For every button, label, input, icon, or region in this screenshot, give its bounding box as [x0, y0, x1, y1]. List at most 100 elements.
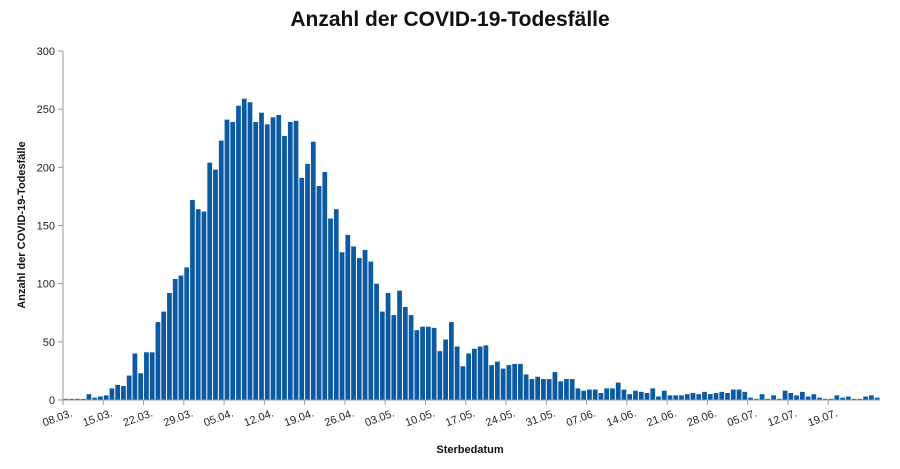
bar — [184, 267, 190, 400]
bar — [707, 394, 713, 400]
bar — [293, 120, 299, 401]
bar — [552, 372, 558, 400]
bar — [379, 311, 385, 400]
bar — [356, 258, 362, 400]
bar — [604, 388, 610, 400]
x-tick-label: 05.07. — [726, 408, 759, 430]
bar — [564, 379, 569, 400]
bar — [696, 394, 702, 400]
bar — [535, 376, 541, 400]
bar — [650, 388, 656, 400]
bar — [138, 373, 144, 400]
bar — [483, 345, 489, 400]
bar — [518, 363, 523, 400]
bar — [759, 394, 765, 400]
bar — [679, 395, 684, 400]
x-tick-label: 12.04. — [243, 408, 276, 430]
bar — [345, 234, 351, 400]
bar — [598, 393, 604, 400]
x-tick-label: 10.05. — [404, 408, 437, 430]
bar — [742, 391, 748, 400]
bar — [408, 315, 414, 400]
bar — [874, 397, 880, 400]
bar — [460, 366, 466, 400]
bar — [828, 398, 834, 400]
bar — [477, 346, 483, 400]
bar — [633, 390, 638, 400]
bar — [771, 395, 776, 400]
bar — [702, 391, 707, 400]
chart-title: Anzahl der COVID-19-Todesfälle — [290, 8, 610, 31]
x-tick-label: 17.05. — [444, 408, 477, 430]
bar — [368, 261, 374, 400]
bar — [333, 209, 339, 400]
bar — [178, 275, 184, 400]
bar — [161, 311, 167, 400]
bar — [144, 352, 149, 400]
bar — [621, 389, 627, 400]
bar — [316, 185, 322, 400]
x-tick-label: 29.03. — [162, 408, 195, 430]
bar — [592, 389, 598, 400]
bar — [822, 398, 828, 400]
bar — [558, 381, 564, 400]
bar — [213, 169, 218, 400]
bar — [840, 397, 845, 400]
bar — [414, 330, 420, 400]
bar — [690, 393, 696, 400]
bar — [851, 398, 857, 400]
bar — [684, 394, 690, 400]
x-tick-label: 07.06. — [565, 408, 598, 430]
bar — [362, 249, 368, 400]
y-tick-label: 100 — [37, 279, 55, 291]
x-tick-label: 15.03. — [81, 408, 114, 430]
bar — [610, 388, 615, 400]
bar — [299, 177, 305, 400]
bar — [443, 339, 448, 400]
bar — [512, 363, 518, 400]
x-tick-label: 24.05. — [484, 408, 517, 430]
bar — [224, 119, 230, 400]
x-tick-label: 26.04. — [323, 408, 356, 430]
bar — [420, 326, 425, 400]
bar — [638, 391, 644, 400]
bar — [75, 398, 80, 400]
bar — [103, 395, 109, 400]
bar — [667, 395, 673, 400]
bar — [845, 396, 851, 400]
bar — [322, 171, 328, 400]
bar — [425, 326, 431, 400]
bar — [448, 322, 454, 400]
bar — [207, 162, 213, 400]
bar — [495, 361, 500, 400]
bar — [167, 292, 172, 400]
y-tick-label: 150 — [37, 221, 55, 233]
y-tick-label: 50 — [43, 337, 55, 349]
bar — [109, 388, 115, 400]
bar — [431, 327, 437, 400]
bar — [253, 121, 259, 401]
bar — [437, 351, 443, 400]
bar — [351, 246, 356, 400]
x-tick-label: 14.06. — [605, 408, 638, 430]
bar — [98, 396, 103, 400]
bar — [644, 393, 650, 400]
bar — [541, 379, 546, 400]
bar — [149, 352, 155, 400]
bar — [506, 365, 512, 400]
bar — [725, 393, 730, 400]
bar — [805, 396, 811, 400]
bar — [472, 348, 477, 400]
x-tick-label: 31.05. — [524, 408, 557, 430]
bar — [310, 141, 316, 401]
bar — [656, 396, 661, 400]
bar — [736, 389, 742, 400]
bar — [587, 389, 592, 400]
bar — [811, 394, 817, 400]
bar — [799, 391, 805, 400]
bar — [92, 397, 98, 400]
bar — [172, 279, 178, 400]
x-tick-label: 19.07. — [806, 408, 839, 430]
bar — [63, 398, 69, 400]
